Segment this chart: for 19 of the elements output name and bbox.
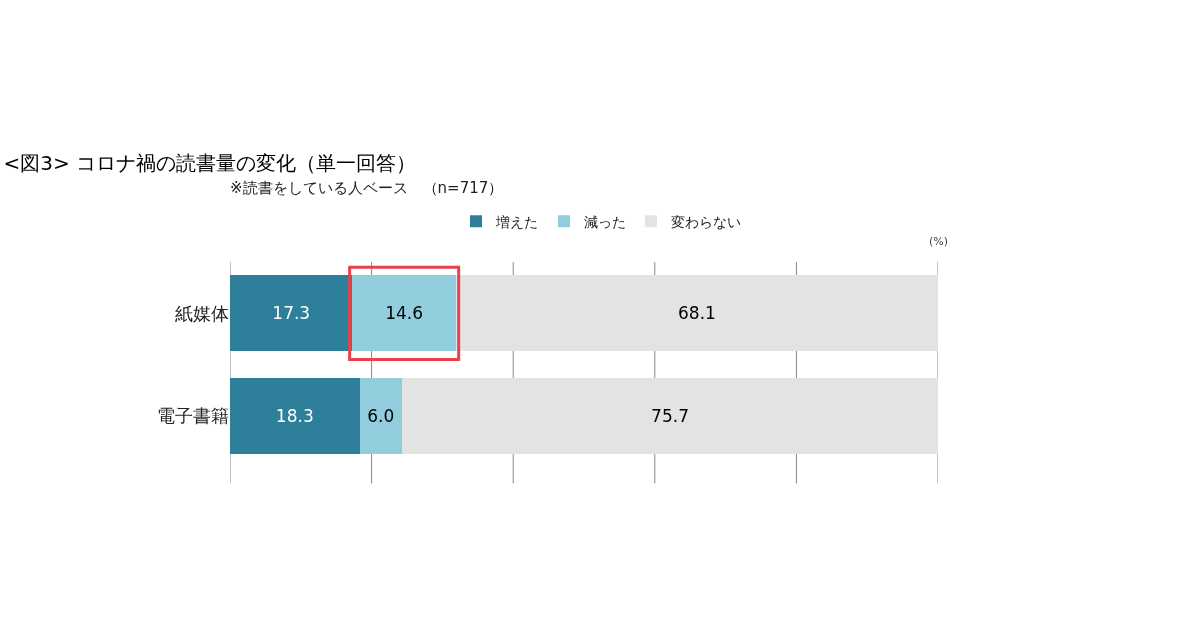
y-tick-label: 電子書籍 xyxy=(157,405,229,427)
data-label: 75.7 xyxy=(651,405,689,426)
chart-title: <図3> コロナ禍の読書量の変化（単一回答） xyxy=(3,150,417,175)
data-label: 17.3 xyxy=(272,303,311,324)
data-label: 14.6 xyxy=(385,303,424,324)
y-tick-label: 紙媒体 xyxy=(175,302,229,324)
chart-subtitle: ※読書をしている人ベース （n=717） xyxy=(230,179,504,197)
data-label: 68.1 xyxy=(678,303,716,324)
bar xyxy=(230,275,353,352)
bar xyxy=(359,377,403,454)
legend-label: 増えた xyxy=(495,213,538,230)
bar xyxy=(230,377,360,454)
text: (%) xyxy=(929,235,949,248)
data-label: 6.0 xyxy=(367,405,395,426)
data-label: 18.3 xyxy=(275,405,314,426)
legend-label: 減った xyxy=(584,213,626,230)
bar xyxy=(455,275,938,352)
bar xyxy=(402,377,938,454)
legend-label: 変わらない xyxy=(671,213,741,230)
